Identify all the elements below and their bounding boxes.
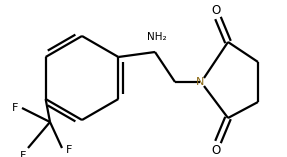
- Text: O: O: [211, 143, 221, 157]
- Text: NH₂: NH₂: [147, 32, 167, 42]
- Text: F: F: [20, 151, 26, 157]
- Text: F: F: [12, 103, 18, 113]
- Text: O: O: [211, 3, 221, 16]
- Text: N: N: [196, 77, 204, 87]
- Text: F: F: [66, 145, 72, 155]
